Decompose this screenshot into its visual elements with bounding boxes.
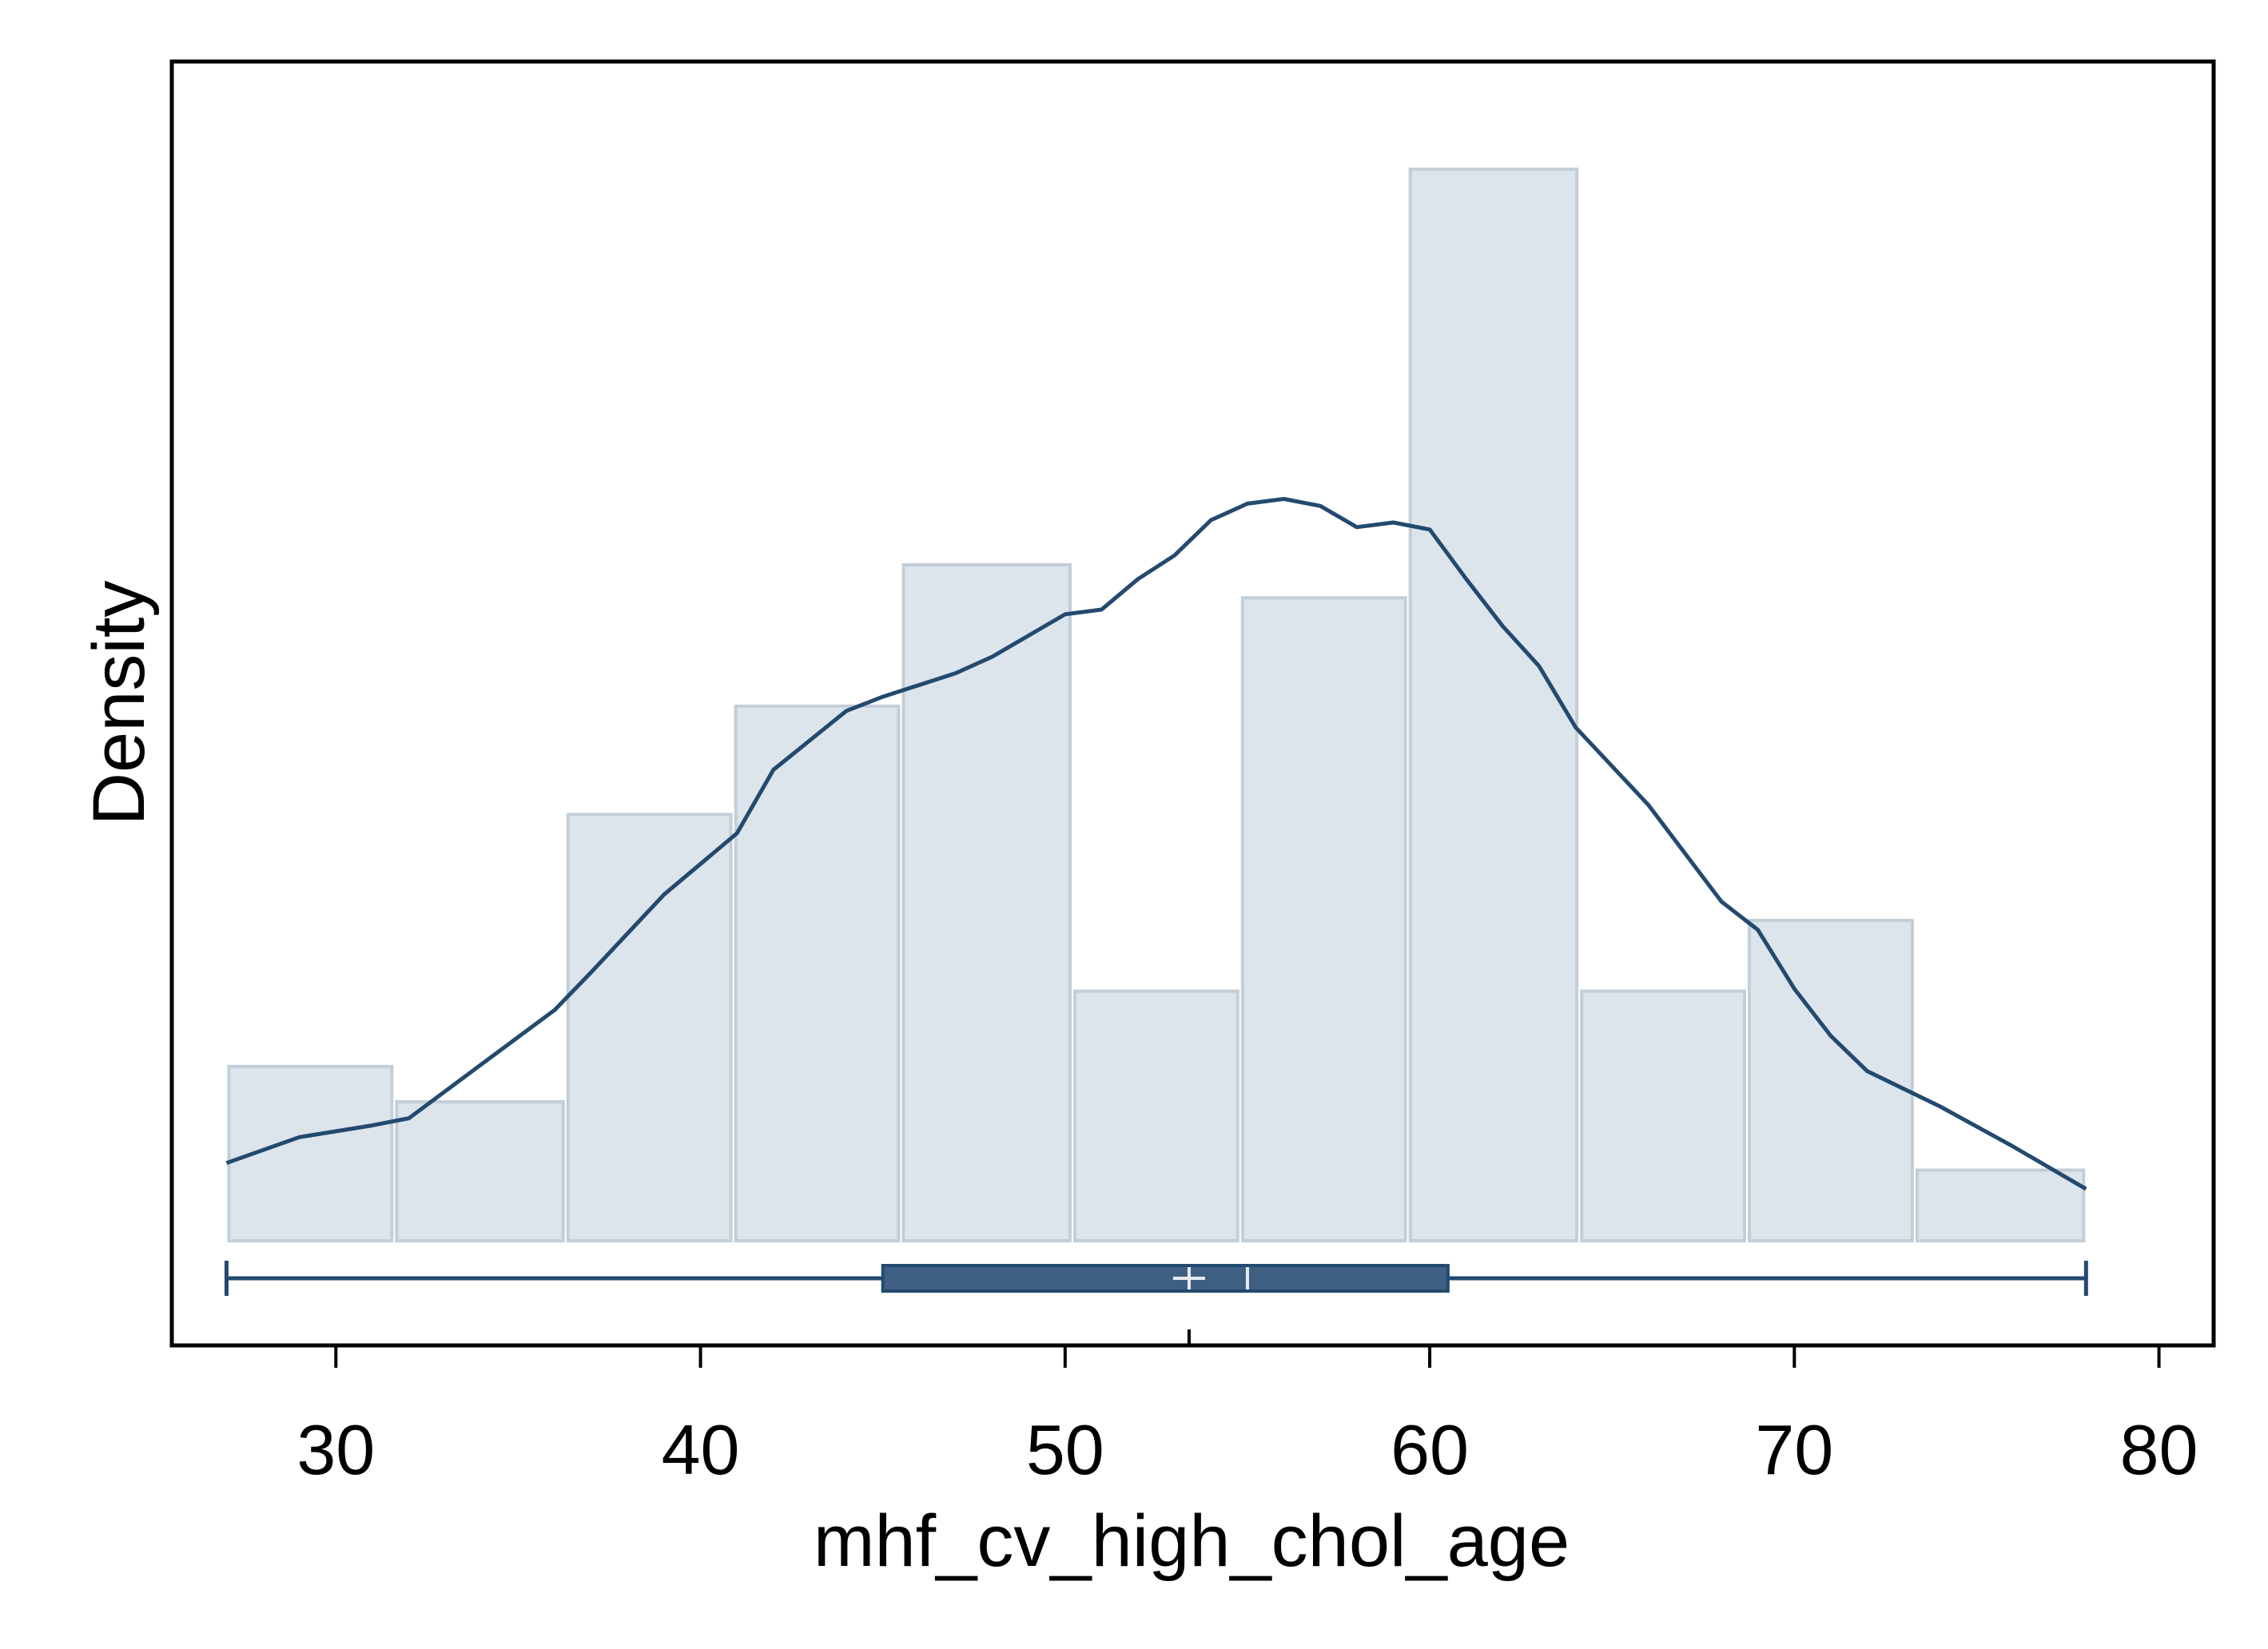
histogram-bar [734, 704, 901, 1242]
histogram-bars [227, 167, 2086, 1243]
x-tick-label: 30 [296, 1410, 375, 1489]
x-axis: 30 40 50 60 70 80 [172, 1343, 2214, 1489]
histogram-bar [1408, 167, 1579, 1242]
boxplot [224, 1261, 2088, 1345]
x-axis-title: mhf_cv_high_chol_age [814, 1500, 1570, 1582]
x-tick-label: 70 [1755, 1410, 1833, 1489]
histogram-bar [1915, 1168, 2086, 1243]
histogram-bar [901, 563, 1072, 1242]
x-tick-label: 40 [662, 1410, 740, 1489]
histogram-bar [395, 1100, 565, 1243]
histogram-bar [1072, 989, 1239, 1242]
histogram-bar [1240, 596, 1407, 1242]
boxplot-iqr-box [881, 1264, 1450, 1293]
density-curve [225, 497, 2087, 1191]
x-tick-label: 50 [1026, 1410, 1104, 1489]
histogram-bar [1580, 989, 1746, 1242]
x-tick-label: 80 [2120, 1410, 2198, 1489]
x-tick-label: 60 [1391, 1410, 1469, 1489]
histogram-bar [566, 813, 733, 1242]
y-axis-title: Density [78, 581, 160, 826]
